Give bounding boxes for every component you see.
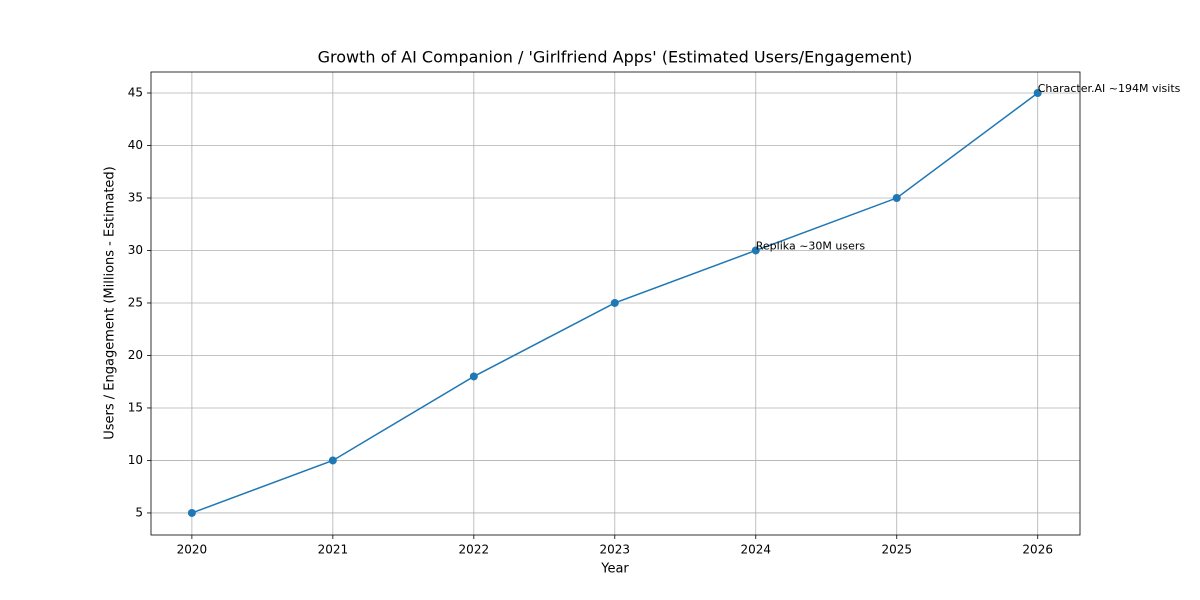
- plot-frame: [150, 71, 1081, 536]
- x-axis-label: Year: [600, 562, 629, 577]
- marker: [892, 193, 901, 202]
- x-tick-label: 2026: [1022, 543, 1053, 557]
- x-tick-label: 2023: [600, 543, 631, 557]
- marker: [751, 246, 760, 255]
- chart-title: Growth of AI Companion / 'Girlfriend App…: [318, 48, 913, 67]
- y-axis-label: Users / Engagement (Millions - Estimated…: [103, 166, 118, 440]
- y-tick-label: 25: [128, 295, 143, 309]
- annotation: Replika ~30M users: [756, 239, 866, 252]
- y-tick-label: 10: [128, 453, 143, 467]
- x-tick-label: 2024: [740, 543, 771, 557]
- y-tick-label: 35: [128, 190, 143, 204]
- marker: [187, 508, 196, 517]
- annotation: Character.AI ~194M visits: [1038, 82, 1181, 95]
- y-tick-label: 45: [128, 85, 143, 99]
- x-tick-label: 2022: [459, 543, 490, 557]
- y-tick-label: 40: [128, 138, 143, 152]
- marker: [328, 456, 337, 465]
- y-tick-label: 5: [135, 505, 143, 519]
- marker: [1033, 88, 1042, 97]
- marker: [469, 372, 478, 381]
- x-tick-label: 2021: [318, 543, 349, 557]
- marker: [610, 298, 619, 307]
- x-tick-label: 2025: [881, 543, 912, 557]
- y-tick-label: 30: [128, 243, 143, 257]
- y-tick-label: 20: [128, 348, 143, 362]
- x-tick-label: 2020: [177, 543, 208, 557]
- y-tick-label: 15: [128, 400, 143, 414]
